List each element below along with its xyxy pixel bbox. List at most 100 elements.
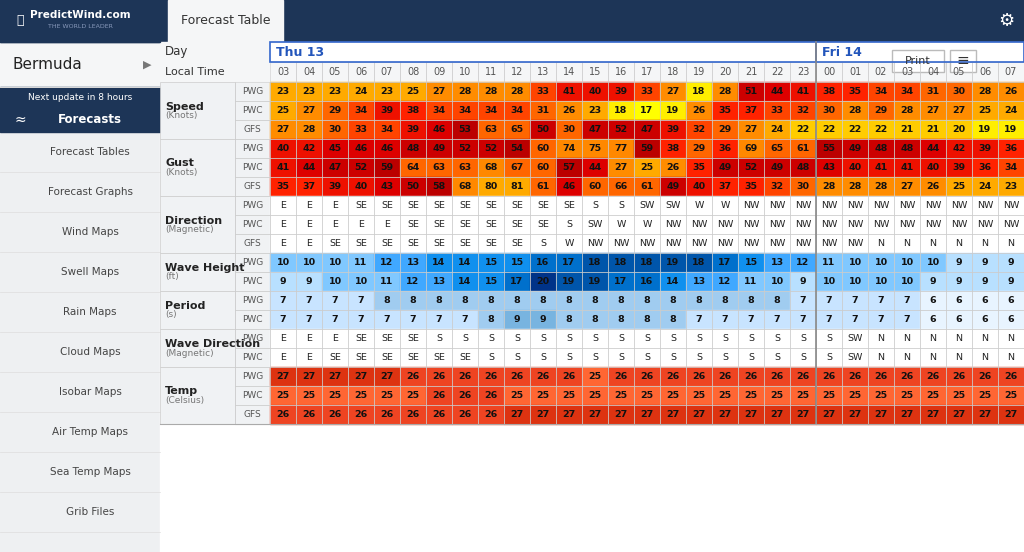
Bar [738, 348, 764, 367]
Bar [790, 139, 816, 158]
Bar [660, 82, 686, 101]
Text: 38: 38 [407, 106, 420, 115]
Text: 10: 10 [276, 258, 290, 267]
Bar [322, 329, 348, 348]
Text: W: W [720, 201, 730, 210]
Text: N: N [930, 239, 937, 248]
Text: S: S [592, 334, 598, 343]
Text: 35: 35 [692, 163, 706, 172]
Text: 28: 28 [718, 87, 732, 96]
Text: 24: 24 [354, 87, 368, 96]
Bar [556, 82, 582, 101]
Bar [426, 386, 452, 405]
Bar [816, 158, 842, 177]
Bar [504, 310, 530, 329]
Bar [790, 120, 816, 139]
Bar [348, 405, 374, 424]
Bar [234, 101, 270, 120]
Bar [322, 62, 348, 82]
Bar [634, 234, 660, 253]
Text: 40: 40 [849, 163, 861, 172]
Bar [894, 310, 920, 329]
Bar [556, 386, 582, 405]
Text: 25: 25 [874, 391, 888, 400]
Bar [920, 253, 946, 272]
Text: S: S [826, 334, 831, 343]
Text: 74: 74 [562, 144, 575, 153]
Text: S: S [618, 353, 624, 362]
Bar [530, 196, 556, 215]
Bar [972, 386, 998, 405]
Text: 26: 26 [770, 372, 783, 381]
Bar [530, 253, 556, 272]
Text: 26: 26 [459, 372, 472, 381]
Text: 00: 00 [823, 67, 836, 77]
Text: 52: 52 [354, 163, 368, 172]
Bar [660, 158, 686, 177]
Bar [946, 139, 972, 158]
Bar [790, 386, 816, 405]
Bar [296, 234, 322, 253]
Text: 8: 8 [462, 296, 468, 305]
Bar [270, 291, 296, 310]
Bar [322, 310, 348, 329]
Bar [738, 348, 764, 367]
Bar [400, 367, 426, 386]
Text: 51: 51 [744, 87, 758, 96]
Bar [816, 42, 1024, 62]
Bar [556, 310, 582, 329]
Bar [348, 215, 374, 234]
Bar [946, 272, 972, 291]
Bar [582, 253, 608, 272]
Bar [348, 386, 374, 405]
Text: 6: 6 [955, 296, 963, 305]
Bar [160, 42, 1024, 552]
Text: 9: 9 [1008, 258, 1015, 267]
Bar [764, 291, 790, 310]
Bar [868, 367, 894, 386]
Bar [530, 291, 556, 310]
Bar [556, 177, 582, 196]
Bar [582, 272, 608, 291]
Text: N: N [930, 353, 937, 362]
Bar [868, 348, 894, 367]
Text: 03: 03 [901, 67, 913, 77]
Bar [504, 120, 530, 139]
Text: 7: 7 [800, 315, 806, 324]
Bar [712, 196, 738, 215]
Text: S: S [592, 353, 598, 362]
Text: 12: 12 [797, 258, 810, 267]
Bar [972, 62, 998, 82]
Bar [998, 253, 1024, 272]
Bar [764, 177, 790, 196]
Bar [686, 82, 712, 101]
Bar [972, 329, 998, 348]
Bar [530, 348, 556, 367]
Bar [738, 405, 764, 424]
Text: 8: 8 [773, 296, 780, 305]
Text: 23: 23 [329, 87, 342, 96]
Bar [426, 177, 452, 196]
Text: PWG: PWG [242, 372, 263, 381]
Text: 28: 28 [848, 182, 861, 191]
Bar [894, 272, 920, 291]
Bar [608, 310, 634, 329]
Bar [426, 158, 452, 177]
Bar [270, 367, 296, 386]
Bar [452, 62, 478, 82]
Bar [556, 234, 582, 253]
Text: NW: NW [847, 201, 863, 210]
Bar [946, 310, 972, 329]
Bar [972, 62, 998, 82]
Bar [634, 139, 660, 158]
Bar [322, 234, 348, 253]
Text: 12: 12 [719, 277, 731, 286]
Bar [972, 405, 998, 424]
Bar [374, 120, 400, 139]
Text: 49: 49 [667, 182, 680, 191]
Text: NW: NW [847, 220, 863, 229]
Bar [842, 310, 868, 329]
Text: 27: 27 [848, 410, 861, 419]
Bar [504, 367, 530, 386]
Text: 9: 9 [982, 258, 988, 267]
